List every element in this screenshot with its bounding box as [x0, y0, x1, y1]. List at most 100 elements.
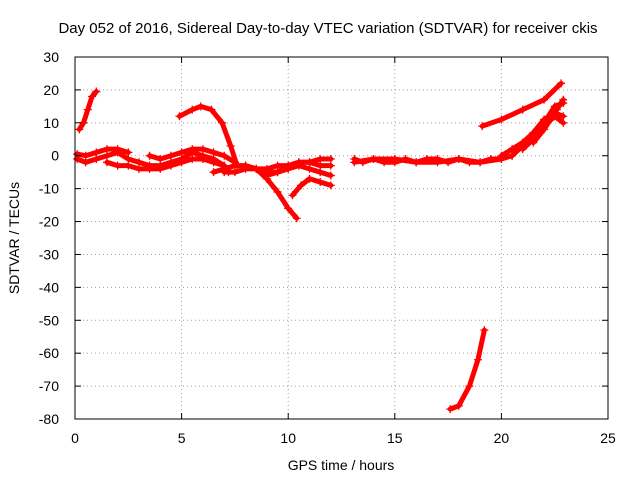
- series-arc-11: [288, 174, 335, 200]
- data-point: [220, 168, 229, 177]
- data-point: [316, 155, 325, 164]
- y-tick-label: -40: [39, 279, 59, 295]
- data-point: [220, 151, 229, 160]
- series-line: [74, 149, 232, 175]
- data-point: [446, 405, 455, 414]
- data-point: [508, 151, 517, 160]
- y-tick-label: 10: [43, 115, 59, 131]
- data-point: [559, 118, 568, 127]
- data-point: [198, 145, 207, 154]
- data-point: [326, 181, 335, 190]
- data-point: [292, 214, 301, 223]
- data-point: [209, 168, 218, 177]
- data-point: [529, 138, 538, 147]
- data-point: [226, 141, 235, 150]
- data-point: [478, 122, 487, 131]
- data-point: [473, 355, 482, 364]
- data-point: [188, 155, 197, 164]
- data-point: [305, 158, 314, 167]
- data-point: [156, 155, 165, 164]
- data-point: [326, 171, 335, 180]
- data-point: [124, 161, 133, 170]
- data-point: [241, 161, 250, 170]
- data-point: [196, 102, 205, 111]
- data-point: [273, 187, 282, 196]
- data-point: [92, 87, 101, 96]
- data-point: [102, 145, 111, 154]
- data-point: [294, 158, 303, 167]
- series-arc-10: [262, 155, 335, 180]
- y-tick-label: -60: [39, 345, 59, 361]
- x-tick-label: 5: [178, 430, 186, 446]
- data-point: [316, 178, 325, 187]
- y-tick-label: -30: [39, 246, 59, 262]
- data-point: [288, 191, 297, 200]
- data-point: [88, 92, 97, 101]
- data-point: [273, 168, 282, 177]
- y-tick-label: -80: [39, 411, 59, 427]
- x-tick-label: 15: [387, 430, 403, 446]
- series-arc-1: [75, 87, 101, 134]
- data-point: [209, 148, 218, 157]
- data-point: [262, 171, 271, 180]
- data-point: [209, 158, 218, 167]
- data-point: [166, 161, 175, 170]
- series-layer: [73, 79, 568, 414]
- data-point: [296, 181, 305, 190]
- data-point: [188, 105, 197, 114]
- x-tick-label: 25: [600, 430, 616, 446]
- y-tick-label: 20: [43, 82, 59, 98]
- data-point: [198, 155, 207, 164]
- data-point: [454, 155, 463, 164]
- x-axis-label: GPS time / hours: [288, 457, 395, 473]
- data-point: [454, 401, 463, 410]
- data-point: [230, 168, 239, 177]
- data-point: [369, 155, 378, 164]
- data-point: [546, 115, 555, 124]
- data-point: [188, 145, 197, 154]
- data-point: [284, 161, 293, 170]
- series-arc-3: [73, 145, 133, 160]
- data-point: [305, 174, 314, 183]
- data-point: [326, 155, 335, 164]
- data-point: [145, 151, 154, 160]
- grid-layer: [75, 57, 608, 419]
- data-point: [81, 151, 90, 160]
- data-point: [552, 105, 561, 114]
- data-point: [102, 158, 111, 167]
- data-point: [412, 158, 421, 167]
- data-point: [497, 115, 506, 124]
- data-point: [177, 158, 186, 167]
- tick-layer: 0 5 10 15 20 25 30 20 10 0 -10 -20 -30 -40 -50 -60 -70 -8…: [39, 49, 616, 446]
- data-point: [166, 151, 175, 160]
- series-arc-4: [102, 155, 229, 173]
- data-point: [113, 145, 122, 154]
- data-point: [92, 148, 101, 157]
- x-tick-label: 10: [280, 430, 296, 446]
- data-point: [207, 105, 216, 114]
- y-tick-label: 30: [43, 49, 59, 65]
- data-point: [518, 145, 527, 154]
- data-point: [559, 95, 568, 104]
- data-point: [540, 125, 549, 134]
- y-tick-label: -50: [39, 312, 59, 328]
- data-point: [124, 148, 133, 157]
- data-point: [175, 112, 184, 121]
- plot-frame: [74, 56, 609, 420]
- data-point: [476, 158, 485, 167]
- data-point: [145, 164, 154, 173]
- data-point: [113, 161, 122, 170]
- data-point: [252, 164, 261, 173]
- y-tick-label: -10: [39, 181, 59, 197]
- data-point: [73, 150, 82, 159]
- data-point: [497, 151, 506, 160]
- chart-title: Day 052 of 2016, Sidereal Day-to-day VTE…: [58, 20, 597, 37]
- y-axis-label: SDTVAR / TECUs: [6, 182, 22, 294]
- data-point: [350, 158, 359, 167]
- series-arc-14: [446, 326, 489, 414]
- data-point: [218, 118, 227, 127]
- data-point: [134, 164, 143, 173]
- data-point: [177, 148, 186, 157]
